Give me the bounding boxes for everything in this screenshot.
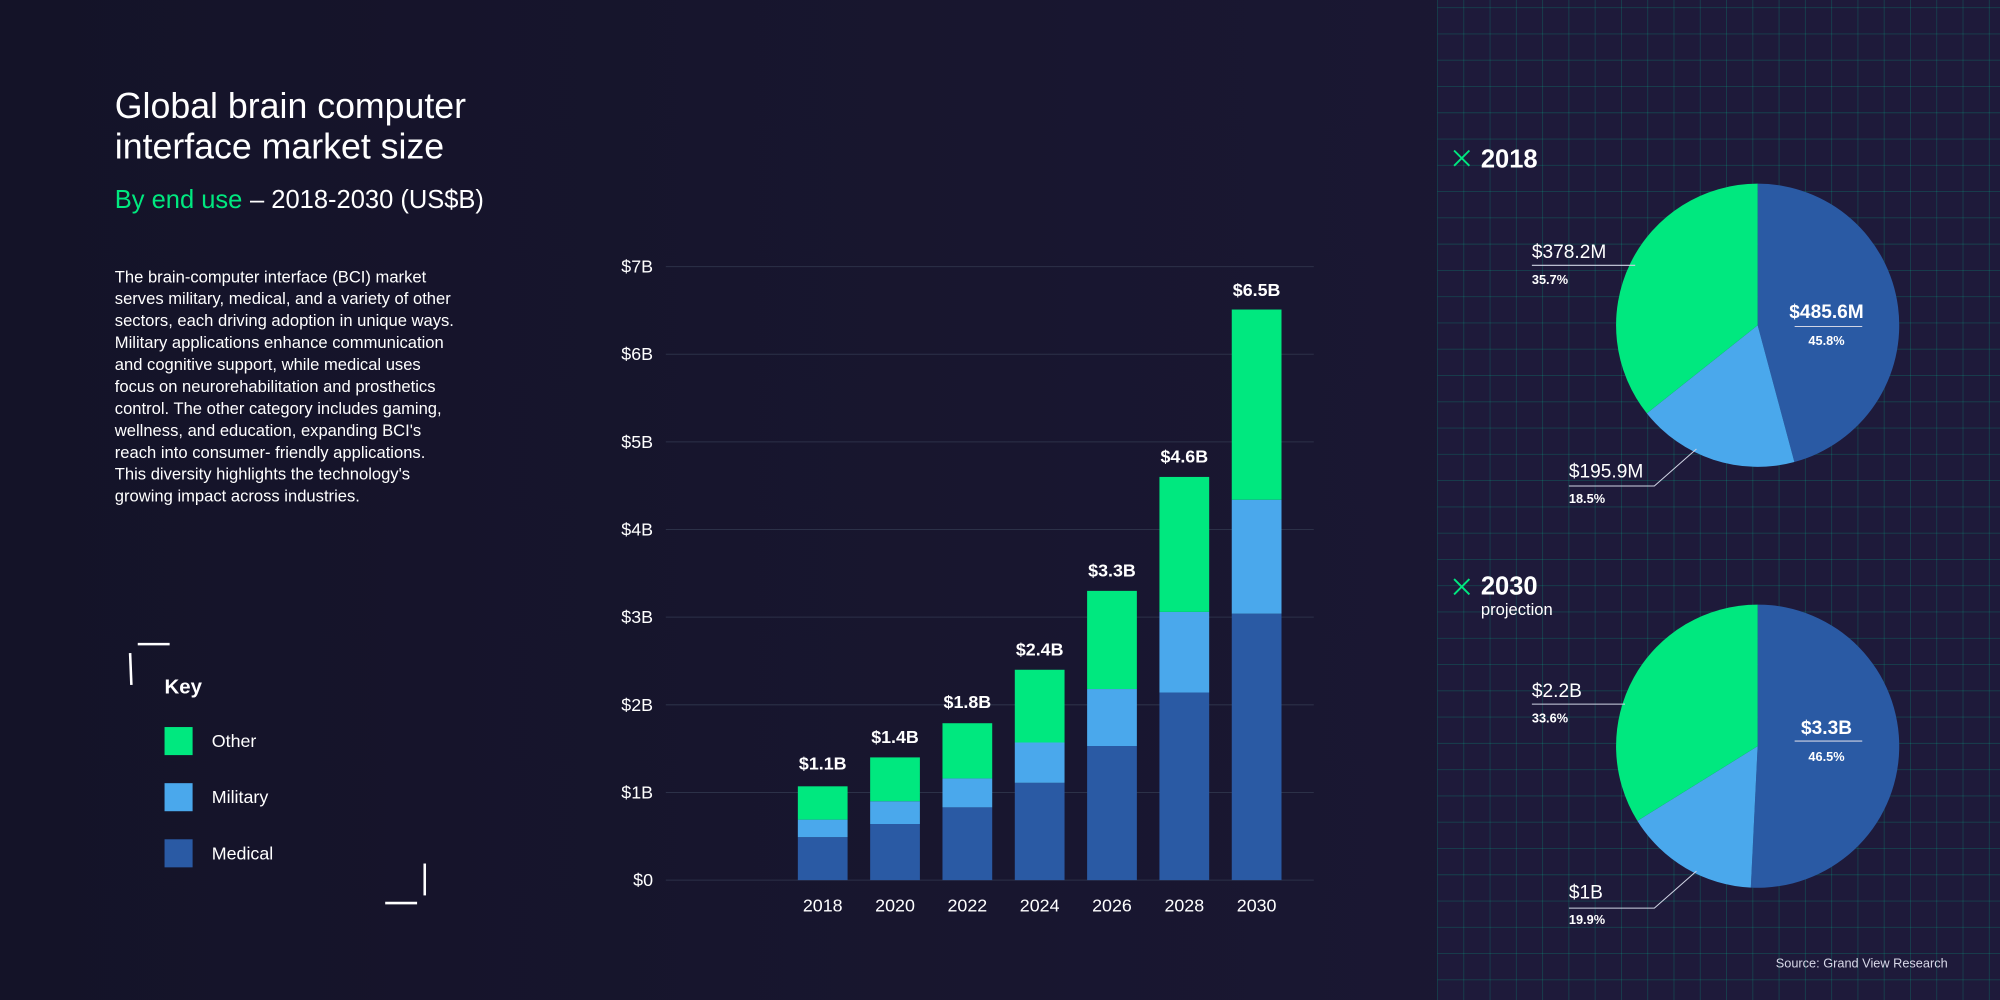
legend-label: Military: [212, 787, 269, 807]
bar-segment: [1159, 476, 1210, 612]
bar-segment: [942, 723, 993, 779]
slice-percent-label: 18.5%: [1569, 491, 1605, 506]
bar-segment: [1014, 669, 1065, 743]
x-tick-label: 2022: [947, 896, 987, 916]
leader-line: [1568, 448, 1697, 487]
description-line: growing impact across industries.: [115, 487, 360, 506]
y-tick-label: $0: [633, 870, 653, 890]
slice-percent-label: 46.5%: [1808, 749, 1844, 764]
pie-title: 2030: [1481, 573, 1538, 601]
bracket: [128, 653, 133, 685]
description-line: focus on neurorehabilitation and prosthe…: [115, 377, 436, 396]
description-line: serves military, medical, and a variety …: [115, 289, 451, 308]
slice-percent-label: 45.8%: [1808, 333, 1844, 348]
slice-percent-label: 19.9%: [1569, 912, 1605, 927]
leader-line: [1568, 870, 1697, 909]
bar-segment: [870, 824, 920, 881]
legend-title: Key: [165, 677, 203, 699]
slice-value-label: $1B: [1569, 882, 1603, 903]
total-label: $1.8B: [944, 692, 992, 712]
pie-subtitle: projection: [1481, 600, 1553, 619]
bar-segment: [942, 807, 993, 881]
description-line: sectors, each driving adoption in unique…: [115, 311, 454, 330]
total-label: $2.4B: [1016, 639, 1064, 659]
bar-segment: [870, 801, 920, 825]
total-label: $3.3B: [1088, 560, 1136, 580]
bar-segment: [1087, 746, 1137, 881]
bar-segment: [797, 837, 848, 881]
x-tick-label: 2028: [1164, 896, 1204, 916]
pie-icon: [1453, 149, 1471, 596]
y-tick-label: $1B: [621, 782, 653, 802]
total-label: $1.4B: [871, 727, 919, 747]
bar-segment: [1231, 613, 1282, 881]
description: The brain-computer interface (BCI) marke…: [114, 267, 454, 505]
bar-segment: [942, 778, 993, 808]
bar-segment: [1087, 689, 1137, 747]
slice-value-label: $2.2B: [1532, 681, 1582, 702]
bar-segment: [797, 786, 848, 820]
pie-slice: [1616, 183, 1758, 414]
legend-label: Other: [212, 731, 257, 751]
bar-segment: [1159, 692, 1210, 881]
bar-segment: [797, 819, 848, 838]
legend-label: Medical: [212, 843, 273, 863]
x-tick-label: 2026: [1092, 896, 1132, 916]
y-tick-label: $6B: [621, 344, 653, 364]
pie-slice: [1616, 604, 1758, 821]
description-line: wellness, and education, expanding BCI's: [114, 421, 421, 440]
x-tick-label: 2030: [1237, 896, 1277, 916]
total-label: $6.5B: [1233, 280, 1281, 300]
legend-swatch: [164, 783, 193, 812]
description-line: reach into consumer- friendly applicatio…: [115, 443, 426, 462]
description-line: control. The other category includes gam…: [115, 399, 442, 418]
slice-value-label: $378.2M: [1532, 242, 1606, 263]
bar-segment: [1231, 499, 1282, 614]
pie-slice: [1637, 746, 1758, 888]
bar-segment: [1231, 309, 1282, 500]
x-tick-label: 2020: [875, 896, 915, 916]
pie-slice: [1646, 325, 1795, 467]
pie-slice: [1750, 604, 1900, 888]
slice-value-label: $3.3B: [1801, 718, 1852, 739]
description-line: Military applications enhance communicat…: [115, 333, 444, 352]
legend-swatch: [164, 839, 193, 868]
pie-slice: [1757, 183, 1900, 462]
title-line: interface market size: [115, 127, 444, 167]
source: Source: Grand View Research: [1776, 956, 1948, 971]
description-line: This diversity highlights the technology…: [115, 465, 410, 484]
bar-segment: [1087, 590, 1137, 690]
slice-percent-label: 33.6%: [1532, 711, 1568, 726]
icon-stroke: [1453, 578, 1471, 596]
subtitle: – 2018-2030 (US$B): [250, 186, 484, 214]
subtitle-highlight: By end use: [115, 186, 243, 214]
x-tick-label: 2018: [803, 896, 843, 916]
description-line: and cognitive support, while medical use…: [115, 355, 421, 374]
total-label: $1.1B: [799, 753, 847, 773]
slice-value-label: $195.9M: [1569, 461, 1643, 482]
bar-segment: [1014, 782, 1065, 881]
y-tick-label: $2B: [621, 695, 653, 715]
total-label: $4.6B: [1160, 447, 1208, 467]
key-frame: [128, 642, 427, 905]
title-line: Global brain computer: [115, 86, 466, 126]
bar-segment: [870, 757, 920, 802]
slice-value-label: $485.6M: [1789, 302, 1863, 323]
slice-percent-label: 35.7%: [1532, 272, 1568, 287]
y-tick-label: $4B: [621, 520, 653, 540]
y-tick-label: $3B: [621, 607, 653, 627]
legend-swatch: [164, 727, 193, 756]
icon-stroke: [1453, 149, 1471, 167]
bar-segment: [1159, 611, 1210, 693]
bar-segment: [1014, 742, 1065, 783]
pie-title: 2018: [1481, 145, 1538, 173]
y-tick-label: $7B: [621, 257, 653, 277]
x-tick-label: 2024: [1020, 896, 1060, 916]
y-tick-label: $5B: [621, 432, 653, 452]
description-line: The brain-computer interface (BCI) marke…: [115, 267, 427, 286]
